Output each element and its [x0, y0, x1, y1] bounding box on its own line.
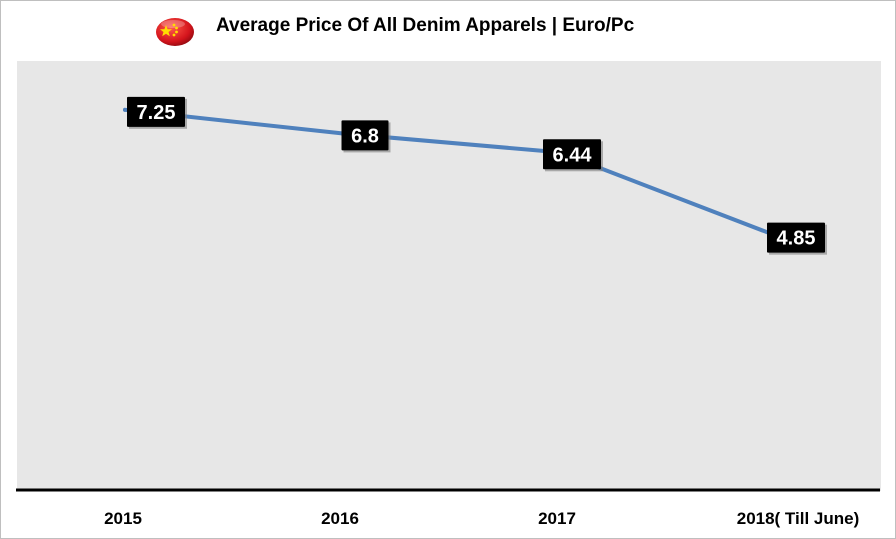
data-label-text: 6.44 [553, 144, 593, 166]
x-tick-label: 2016 [321, 509, 359, 528]
x-tick-label: 2015 [104, 509, 142, 528]
data-label: 7.25 [127, 96, 187, 129]
data-label-box [127, 96, 185, 127]
data-label-box [767, 222, 825, 253]
x-tick-label: 2017 [538, 509, 576, 528]
x-tick-label: 2018( Till June) [737, 509, 860, 528]
data-label: 4.85 [767, 222, 827, 255]
data-label: 6.44 [543, 139, 603, 172]
title-box [142, 5, 702, 59]
china-flag-icon [156, 18, 194, 46]
data-label-text: 6.8 [351, 125, 379, 147]
data-label: 6.8 [341, 120, 391, 153]
data-label-text: 7.25 [137, 102, 176, 124]
data-label-box [341, 120, 389, 151]
plot-area [17, 61, 881, 491]
series-line [123, 107, 778, 238]
chart-title: Average Price Of All Denim Apparels | Eu… [216, 15, 635, 36]
data-point [123, 107, 127, 112]
data-label-box [543, 139, 601, 170]
data-label-text: 4.85 [777, 228, 816, 250]
